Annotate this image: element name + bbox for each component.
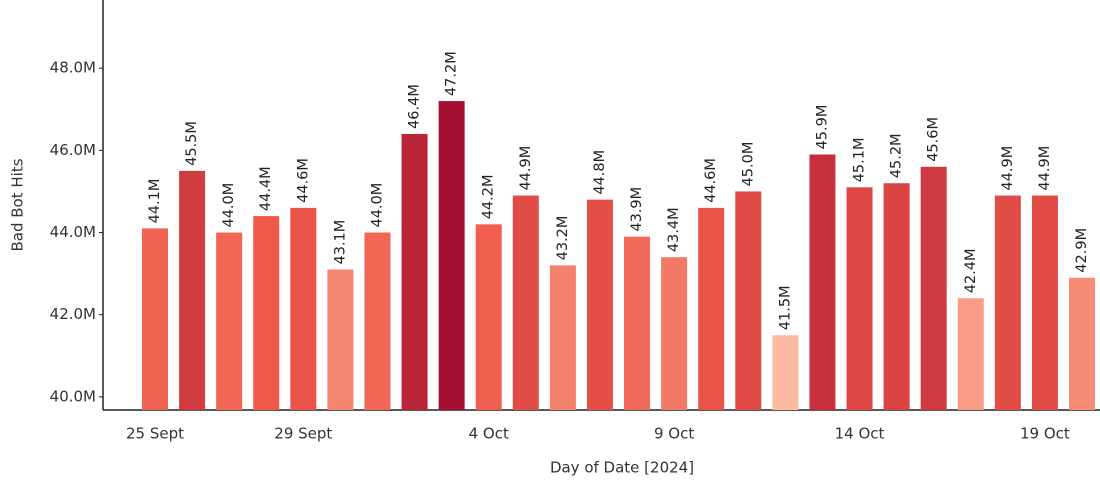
bar	[994, 195, 1021, 410]
value-label: 42.4M	[963, 248, 979, 293]
value-label: 45.6M	[926, 117, 942, 162]
value-label: 44.8M	[592, 150, 608, 195]
value-label: 43.1M	[332, 220, 348, 265]
bar	[1069, 277, 1095, 410]
bar	[883, 183, 910, 410]
value-label: 44.6M	[703, 158, 719, 203]
y-tick-label: 44.0M	[50, 223, 96, 241]
bar	[624, 236, 651, 410]
value-label: 45.2M	[889, 133, 905, 178]
x-tick-label: 14 Oct	[835, 425, 885, 443]
x-tick-label: 9 Oct	[654, 425, 694, 443]
bar	[809, 154, 836, 410]
value-label: 44.4M	[258, 166, 274, 211]
value-label: 45.0M	[740, 142, 756, 187]
bar	[438, 101, 465, 410]
bar	[475, 224, 502, 410]
bar	[661, 257, 688, 410]
value-label: 44.9M	[1000, 146, 1016, 191]
value-label: 44.9M	[518, 146, 534, 191]
bar	[290, 207, 317, 410]
value-label: 44.2M	[481, 175, 497, 220]
value-label: 45.5M	[184, 121, 200, 166]
bar	[142, 228, 168, 410]
bar	[735, 191, 762, 410]
value-label: 46.4M	[407, 84, 423, 129]
bar	[364, 232, 391, 410]
x-axis-title: Day of Date [2024]	[550, 459, 694, 477]
bar	[586, 199, 613, 410]
y-tick-label: 48.0M	[50, 59, 96, 77]
bar	[920, 166, 947, 410]
y-tick-label: 46.0M	[50, 141, 96, 159]
value-label: 42.9M	[1074, 228, 1090, 273]
bar	[179, 170, 206, 410]
bar	[327, 269, 354, 410]
value-label: 44.9M	[1037, 146, 1053, 191]
bar	[253, 216, 280, 410]
x-tick-label: 25 Sept	[126, 425, 184, 443]
x-tick-label: 4 Oct	[469, 425, 509, 443]
value-label: 43.2M	[555, 216, 571, 261]
y-tick-label: 40.0M	[50, 387, 96, 405]
y-tick-label: 42.0M	[50, 305, 96, 323]
bar	[698, 207, 725, 410]
x-tick-label: 29 Sept	[274, 425, 332, 443]
y-axis-title: Bad Bot Hits	[9, 158, 27, 251]
value-label: 44.6M	[295, 158, 311, 203]
x-tick-label: 19 Oct	[1020, 425, 1070, 443]
bar	[216, 232, 243, 410]
value-label: 41.5M	[777, 285, 793, 330]
value-label: 44.1M	[147, 179, 163, 224]
bar	[957, 298, 984, 410]
bar	[401, 133, 428, 410]
value-label: 47.2M	[444, 51, 460, 96]
bar	[772, 335, 799, 410]
value-label: 45.9M	[814, 105, 830, 150]
bar	[846, 187, 873, 410]
bar	[1031, 195, 1058, 410]
bar	[549, 265, 576, 410]
value-label: 45.1M	[852, 138, 868, 183]
bar	[512, 195, 539, 410]
value-label: 43.4M	[666, 207, 682, 252]
value-label: 44.0M	[221, 183, 237, 228]
value-label: 44.0M	[369, 183, 385, 228]
value-label: 43.9M	[629, 187, 645, 232]
